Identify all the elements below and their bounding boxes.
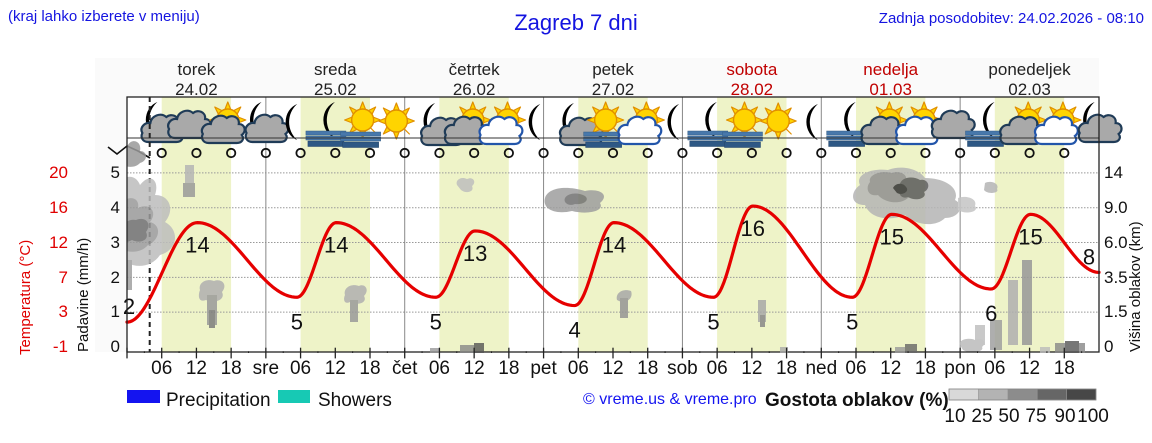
svg-text:18: 18 (221, 358, 242, 379)
svg-text:4: 4 (111, 198, 120, 217)
svg-text:sob: sob (667, 358, 698, 379)
svg-text:6.0: 6.0 (1104, 233, 1128, 252)
svg-text:3: 3 (111, 233, 120, 252)
svg-text:12: 12 (1019, 358, 1040, 379)
svg-text:12: 12 (325, 358, 346, 379)
svg-text:18: 18 (776, 358, 797, 379)
svg-text:15: 15 (1018, 224, 1042, 249)
svg-text:18: 18 (498, 358, 519, 379)
svg-text:18: 18 (359, 358, 380, 379)
svg-text:Višina oblakov (km): Višina oblakov (km) (1127, 221, 1144, 352)
svg-text:10: 10 (944, 406, 965, 427)
svg-text:1.5: 1.5 (1104, 302, 1128, 321)
svg-text:5: 5 (846, 309, 858, 334)
svg-text:06: 06 (845, 358, 866, 379)
svg-text:06: 06 (290, 358, 311, 379)
svg-text:Padavine (mm/h): Padavine (mm/h) (75, 238, 92, 352)
svg-text:18: 18 (1054, 358, 1075, 379)
svg-text:5: 5 (430, 309, 442, 334)
svg-text:06: 06 (429, 358, 450, 379)
svg-text:14: 14 (324, 233, 348, 258)
svg-text:12: 12 (880, 358, 901, 379)
svg-text:pon: pon (944, 358, 976, 379)
svg-text:ned: ned (805, 358, 837, 379)
svg-text:06: 06 (568, 358, 589, 379)
svg-text:12: 12 (602, 358, 623, 379)
svg-text:50: 50 (998, 406, 1019, 427)
svg-text:90: 90 (1054, 406, 1075, 427)
svg-text:12: 12 (49, 233, 68, 252)
svg-text:-1: -1 (53, 337, 68, 356)
svg-text:2: 2 (111, 268, 120, 287)
svg-text:0: 0 (111, 337, 120, 356)
svg-text:Temperatura (°C): Temperatura (°C) (17, 240, 34, 355)
svg-text:16: 16 (741, 216, 765, 241)
svg-text:1: 1 (111, 302, 120, 321)
svg-text:5: 5 (707, 309, 719, 334)
svg-text:0: 0 (1104, 337, 1113, 356)
svg-text:Gostota oblakov (%): Gostota oblakov (%) (765, 390, 949, 411)
svg-text:4: 4 (568, 318, 580, 343)
svg-text:18: 18 (637, 358, 658, 379)
svg-text:8: 8 (1083, 244, 1095, 269)
svg-text:14: 14 (1104, 163, 1123, 182)
svg-text:7: 7 (59, 268, 68, 287)
svg-text:12: 12 (186, 358, 207, 379)
svg-text:16: 16 (49, 198, 68, 217)
svg-text:čet: čet (392, 358, 418, 379)
svg-text:Precipitation: Precipitation (166, 390, 271, 411)
svg-text:12: 12 (464, 358, 485, 379)
svg-text:18: 18 (915, 358, 936, 379)
svg-text:© vreme.us & vreme.pro: © vreme.us & vreme.pro (583, 391, 757, 408)
svg-text:3: 3 (59, 302, 68, 321)
svg-text:14: 14 (185, 233, 209, 258)
svg-text:3.5: 3.5 (1104, 268, 1128, 287)
svg-text:14: 14 (602, 233, 626, 258)
svg-text:20: 20 (49, 163, 68, 182)
svg-text:2: 2 (123, 294, 135, 319)
svg-text:Showers: Showers (318, 390, 392, 411)
svg-text:6: 6 (985, 301, 997, 326)
svg-text:5: 5 (291, 309, 303, 334)
svg-text:sre: sre (253, 358, 279, 379)
svg-text:9.0: 9.0 (1104, 198, 1128, 217)
svg-text:pet: pet (530, 358, 557, 379)
svg-text:06: 06 (151, 358, 172, 379)
svg-text:15: 15 (879, 224, 903, 249)
svg-text:5: 5 (111, 163, 120, 182)
svg-text:06: 06 (707, 358, 728, 379)
svg-text:100: 100 (1077, 406, 1109, 427)
svg-text:13: 13 (463, 241, 487, 266)
svg-text:12: 12 (741, 358, 762, 379)
svg-text:75: 75 (1025, 406, 1046, 427)
svg-text:25: 25 (971, 406, 992, 427)
svg-text:06: 06 (984, 358, 1005, 379)
